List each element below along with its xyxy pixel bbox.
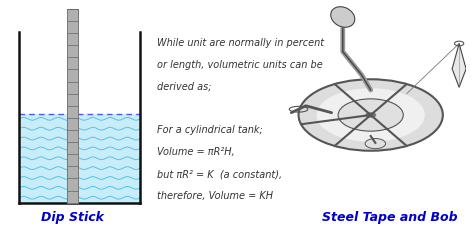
Text: While unit are normally in percent: While unit are normally in percent: [156, 37, 324, 47]
Text: derived as;: derived as;: [156, 81, 211, 91]
Text: therefore, Volume = KH: therefore, Volume = KH: [156, 190, 273, 200]
Text: but πR² = K  (a constant),: but πR² = K (a constant),: [156, 168, 282, 178]
Bar: [67, 10, 78, 203]
Text: Volume = πR²H,: Volume = πR²H,: [156, 146, 234, 156]
Circle shape: [365, 139, 385, 149]
Circle shape: [299, 80, 443, 151]
Circle shape: [365, 113, 376, 118]
Text: For a cylindrical tank;: For a cylindrical tank;: [156, 125, 262, 135]
Circle shape: [317, 89, 425, 142]
Circle shape: [338, 99, 403, 132]
Text: Dip Stick: Dip Stick: [41, 210, 104, 223]
Bar: [19, 114, 140, 203]
Text: Steel Tape and Bob: Steel Tape and Bob: [321, 210, 457, 223]
Polygon shape: [452, 44, 466, 88]
Ellipse shape: [331, 8, 355, 28]
Text: or length, volumetric units can be: or length, volumetric units can be: [156, 59, 322, 69]
